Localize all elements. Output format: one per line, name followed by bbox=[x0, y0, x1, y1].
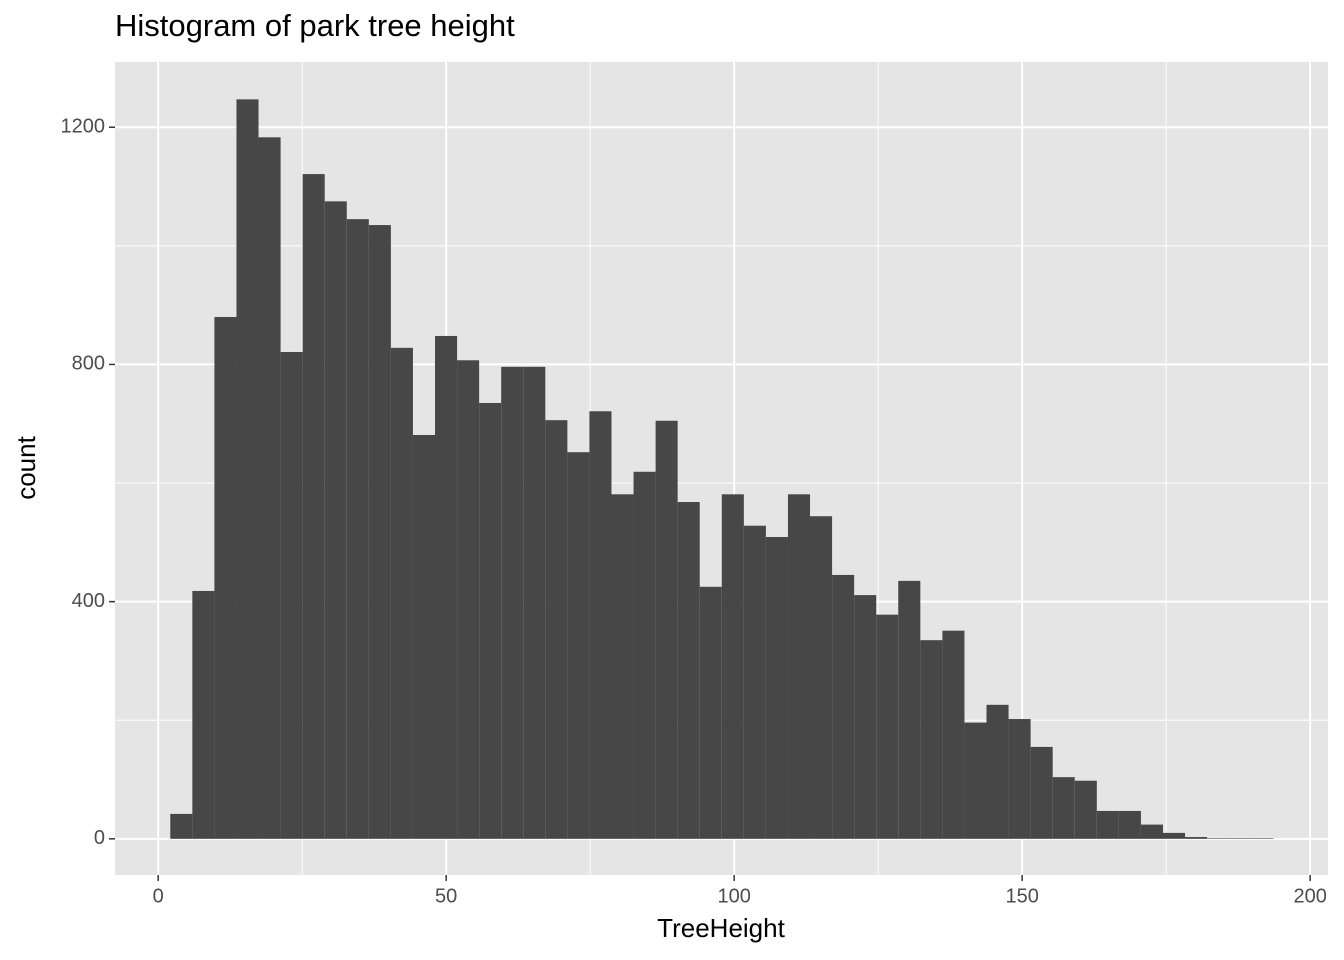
bar bbox=[876, 614, 899, 839]
bar bbox=[589, 411, 612, 839]
bar bbox=[854, 595, 877, 839]
y-axis-title: count bbox=[11, 435, 41, 499]
chart-title: Histogram of park tree height bbox=[115, 8, 515, 43]
bar bbox=[368, 225, 391, 839]
x-axis-title: TreeHeight bbox=[657, 913, 785, 943]
bar bbox=[721, 494, 744, 839]
bar bbox=[1229, 838, 1252, 839]
bar bbox=[699, 586, 722, 839]
bar bbox=[346, 219, 369, 839]
bar bbox=[1207, 838, 1230, 839]
bar bbox=[986, 704, 1009, 839]
bar bbox=[611, 494, 634, 839]
bar bbox=[1052, 777, 1075, 839]
bar bbox=[655, 420, 678, 839]
bar bbox=[898, 580, 921, 839]
bar bbox=[457, 360, 480, 839]
bar bbox=[258, 137, 281, 839]
x-tick-label: 50 bbox=[435, 885, 457, 907]
bar bbox=[192, 590, 215, 839]
bar bbox=[1251, 838, 1274, 839]
bar bbox=[1140, 824, 1163, 839]
y-tick-label: 0 bbox=[94, 827, 105, 849]
bar bbox=[1008, 719, 1031, 839]
bar bbox=[170, 813, 193, 839]
bar bbox=[743, 525, 766, 839]
bar bbox=[1030, 746, 1053, 839]
y-tick-label: 1200 bbox=[61, 116, 106, 138]
bar bbox=[412, 434, 436, 839]
bar bbox=[1096, 810, 1119, 839]
y-tick-label: 400 bbox=[72, 590, 105, 612]
x-tick-label: 200 bbox=[1293, 885, 1326, 907]
x-tick-label: 150 bbox=[1005, 885, 1038, 907]
bar bbox=[633, 471, 656, 839]
bar bbox=[435, 335, 458, 839]
bar bbox=[523, 366, 546, 839]
bar bbox=[1185, 837, 1208, 839]
bar bbox=[302, 174, 325, 839]
x-tick-label: 0 bbox=[153, 885, 164, 907]
bar bbox=[280, 351, 303, 839]
bar bbox=[479, 402, 502, 839]
bar bbox=[324, 201, 347, 839]
bar bbox=[832, 574, 855, 839]
bar bbox=[920, 640, 943, 839]
bar bbox=[964, 722, 987, 839]
bar bbox=[765, 536, 788, 839]
bar bbox=[810, 516, 833, 839]
y-tick-label: 800 bbox=[72, 353, 105, 375]
bar bbox=[787, 494, 811, 839]
bar bbox=[1118, 810, 1141, 839]
bar bbox=[501, 366, 524, 839]
bar bbox=[545, 420, 568, 839]
bar bbox=[677, 502, 700, 839]
bar bbox=[1074, 780, 1097, 839]
bar bbox=[214, 316, 237, 839]
bar bbox=[236, 99, 259, 839]
bar bbox=[1162, 832, 1186, 839]
bar bbox=[942, 630, 965, 839]
bar bbox=[390, 347, 413, 839]
bar bbox=[567, 452, 590, 839]
x-tick-label: 100 bbox=[717, 885, 750, 907]
